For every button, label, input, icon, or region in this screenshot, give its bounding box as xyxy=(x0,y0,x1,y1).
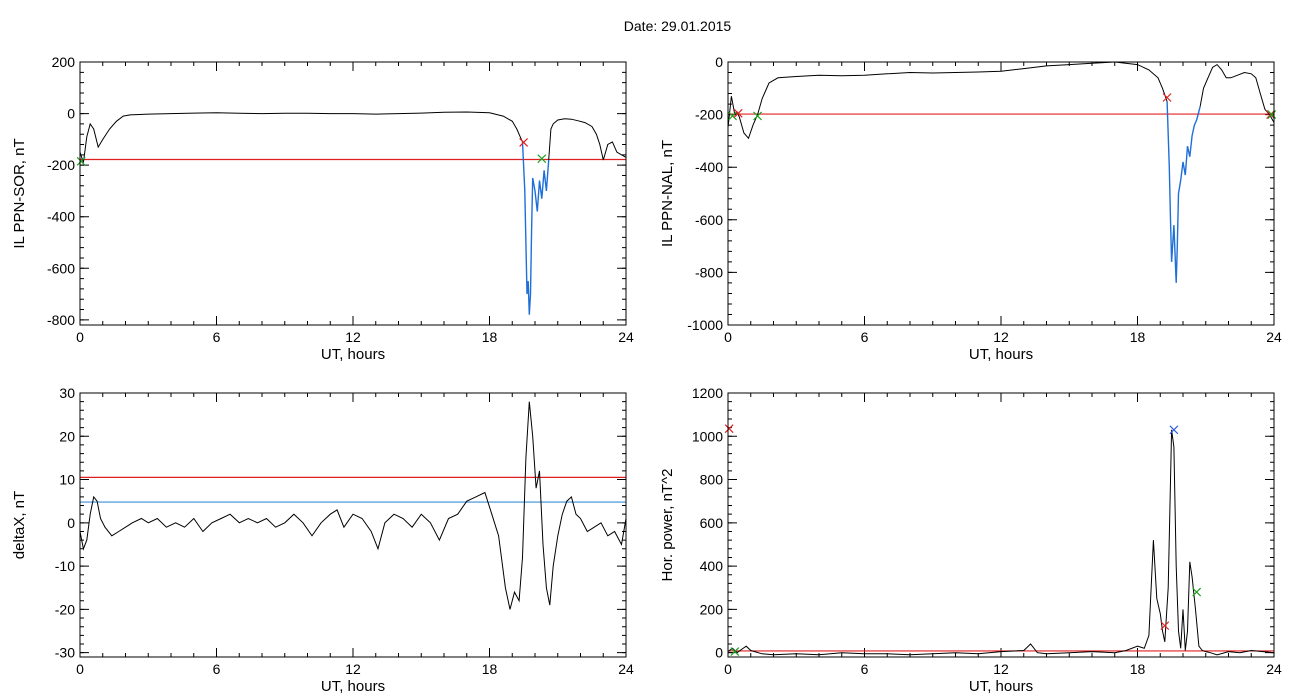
x-tick-label: 6 xyxy=(213,661,221,677)
event-marker xyxy=(1162,93,1172,102)
plot-frame xyxy=(79,61,627,326)
event-marker xyxy=(1169,425,1179,435)
x-tick-label: 6 xyxy=(861,661,869,677)
event-marker xyxy=(730,647,740,657)
data-series-line xyxy=(1199,63,1275,123)
data-series-line xyxy=(548,118,627,161)
x-tick-label: 12 xyxy=(345,329,361,345)
y-axis-label: IL PPN-SOR, nT xyxy=(11,138,28,248)
x-tick-label: 18 xyxy=(482,661,498,677)
y-tick-label: 600 xyxy=(700,515,724,531)
y-tick-label: 800 xyxy=(700,472,724,488)
chart-panel-power: 0 6 12 18 24 0 200 400 600 800 1000 1200 UT, hours Ho… xyxy=(659,385,1282,695)
y-tick-label: 30 xyxy=(59,385,75,401)
y-axis-label: Hor. power, nT^2 xyxy=(659,469,676,582)
data-series-line xyxy=(727,61,1168,140)
y-tick-label: 1000 xyxy=(692,428,723,444)
event-marker xyxy=(724,424,734,434)
x-axis-label: UT, hours xyxy=(969,678,1033,695)
y-tick-label: 0 xyxy=(67,106,75,122)
x-axis-label: UT, hours xyxy=(969,346,1033,363)
x-tick-label: 24 xyxy=(1266,661,1282,677)
event-marker xyxy=(733,108,743,118)
y-tick-label: 200 xyxy=(52,54,76,70)
x-tick-label: 24 xyxy=(1266,329,1282,345)
y-tick-label: -800 xyxy=(47,312,75,328)
y-tick-label: 1200 xyxy=(692,385,723,401)
x-tick-label: 0 xyxy=(76,661,84,677)
y-tick-label: -400 xyxy=(695,159,723,175)
highlight-series-line xyxy=(521,141,550,315)
x-tick-label: 0 xyxy=(724,329,732,345)
x-axis-label: UT, hours xyxy=(321,678,385,695)
event-marker xyxy=(728,111,737,121)
minor-ticks xyxy=(79,392,627,657)
figure-title: Date: 29.01.2015 xyxy=(623,18,732,34)
event-marker xyxy=(537,154,547,164)
x-tick-label: 18 xyxy=(1130,661,1146,677)
y-tick-label: 0 xyxy=(715,54,723,70)
y-tick-label: -1000 xyxy=(687,317,723,333)
x-tick-label: 0 xyxy=(76,329,84,345)
minor-ticks xyxy=(727,392,1275,657)
highlight-series-line xyxy=(1166,101,1201,283)
minor-ticks xyxy=(79,61,627,325)
event-marker xyxy=(76,156,86,166)
y-tick-label: -800 xyxy=(695,264,723,280)
y-tick-label: -400 xyxy=(47,209,75,225)
event-marker xyxy=(1160,621,1170,631)
x-tick-label: 24 xyxy=(618,329,634,345)
plot-frame xyxy=(727,392,1275,658)
x-tick-label: 0 xyxy=(724,661,732,677)
event-marker xyxy=(753,111,762,121)
chart-panel-deltax: 0 6 12 18 24 -30 -20 -10 0 10 20 30 UT, hours deltaX,… xyxy=(11,385,634,695)
y-tick-label: 400 xyxy=(700,558,724,574)
y-tick-label: 10 xyxy=(59,472,75,488)
y-axis-label: deltaX, nT xyxy=(11,491,28,559)
x-tick-label: 24 xyxy=(618,661,634,677)
y-tick-label: -200 xyxy=(695,107,723,123)
event-marker xyxy=(1192,587,1202,597)
y-tick-label: -10 xyxy=(55,558,75,574)
plot-frame xyxy=(727,61,1275,326)
x-tick-label: 6 xyxy=(861,329,869,345)
y-tick-label: 200 xyxy=(700,601,724,617)
x-tick-label: 18 xyxy=(482,329,498,345)
y-axis-label: IL PPN-NAL, nT xyxy=(659,140,676,247)
y-tick-label: -20 xyxy=(55,601,75,617)
x-axis-label: UT, hours xyxy=(321,346,385,363)
plot-frame xyxy=(79,392,627,658)
x-tick-label: 12 xyxy=(993,661,1009,677)
data-series-line xyxy=(79,401,627,610)
x-tick-label: 12 xyxy=(993,329,1009,345)
y-tick-label: -200 xyxy=(47,157,75,173)
chart-panel-sor: 0 6 12 18 24 -800 -600 -400 -200 0 200 UT, hours IL … xyxy=(11,54,634,363)
y-tick-label: 0 xyxy=(715,645,723,661)
chart-panel-nal: 0 6 12 18 24 -1000 -800 -600 -400 -200 0 UT, hours I… xyxy=(659,54,1282,363)
y-tick-label: 0 xyxy=(67,515,75,531)
y-tick-label: 20 xyxy=(59,428,75,444)
event-marker xyxy=(1266,110,1276,120)
data-series-line xyxy=(727,429,1275,656)
y-tick-label: -600 xyxy=(47,260,75,276)
data-series-line xyxy=(79,111,523,163)
x-tick-label: 12 xyxy=(345,661,361,677)
x-tick-label: 18 xyxy=(1130,329,1146,345)
y-tick-label: -30 xyxy=(55,645,75,661)
event-marker xyxy=(519,138,529,147)
minor-ticks xyxy=(727,61,1275,326)
y-tick-label: -600 xyxy=(695,212,723,228)
x-tick-label: 6 xyxy=(213,329,221,345)
